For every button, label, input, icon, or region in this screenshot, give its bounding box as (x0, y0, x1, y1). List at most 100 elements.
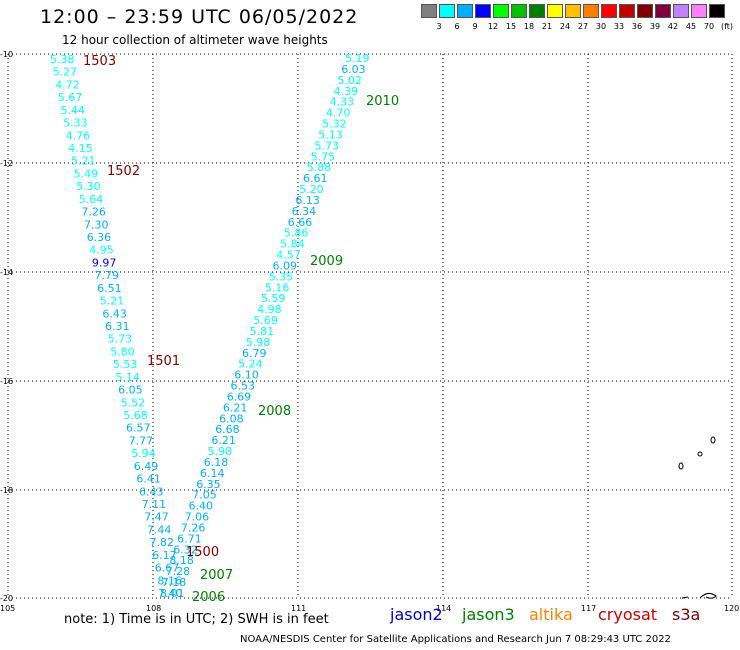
longitude-label: 117 (581, 604, 596, 613)
wave-height-value: 5.88 (307, 161, 332, 174)
wave-height-value: 5.75 (311, 150, 336, 163)
pass-number-label: 1503 (83, 54, 116, 69)
wave-height-value: 6.09 (273, 259, 298, 272)
wave-height-value: 5.14 (116, 371, 141, 384)
legend-swatch (655, 4, 671, 18)
wave-height-value: 7.82 (150, 536, 175, 549)
legend-label: 21 (541, 22, 553, 31)
wave-height-value: 5.32 (322, 118, 347, 131)
wave-height-value: 5.69 (253, 314, 278, 327)
wave-height-value: 4.33 (330, 96, 355, 109)
wave-height-value: 5.33 (63, 117, 88, 130)
legend-label: 70 (703, 22, 715, 31)
wave-height-value: 5.30 (76, 180, 101, 193)
longitude-label: 105 (0, 604, 15, 613)
island (697, 451, 703, 457)
wave-height-value: 7.30 (84, 218, 109, 231)
wave-height-value: 9.97 (92, 256, 117, 269)
wave-height-value: 5.98 (208, 445, 233, 458)
legend-label: 9 (472, 22, 478, 31)
wave-height-value: 6.35 (196, 478, 221, 491)
wave-height-value: 6.13 (295, 194, 320, 207)
wave-height-value: 7.28 (166, 565, 191, 578)
wave-height-value: 6.17 (152, 549, 177, 562)
wave-height-value: 5.59 (261, 292, 286, 305)
legend-label: 12 (487, 22, 499, 31)
wave-height-value: 6.79 (242, 347, 267, 360)
wave-height-value: 4.76 (66, 129, 91, 142)
wave-height-value: 6.51 (97, 282, 122, 295)
legend-swatch (583, 4, 599, 18)
legend-label: 15 (505, 22, 517, 31)
wave-height-value: 6.49 (134, 460, 159, 473)
wave-height-value: 7.26 (181, 522, 206, 535)
wave-height-value: 5.35 (269, 270, 294, 283)
wave-height-value: 7.44 (147, 523, 172, 536)
coastline (699, 592, 717, 599)
legend-swatch (547, 4, 563, 18)
latitude-labels: -10 -12 -14 -16 -18 -20 (0, 50, 13, 603)
wave-height-value: 6.21 (223, 401, 248, 414)
legend-label: 27 (577, 22, 589, 31)
longitude-label: 111 (291, 604, 306, 613)
pass-labels: 1503 1502 1501 1500 2010 2009 2008 2007 2006 (83, 54, 399, 605)
wave-height-value: 5.38 (50, 53, 75, 66)
wave-height-value: 4.95 (89, 244, 114, 257)
wave-height-value: 5.53 (113, 358, 137, 371)
wave-height-value: 5.52 (121, 396, 146, 409)
island (710, 436, 716, 444)
wave-height-value: 6.03 (341, 63, 366, 76)
longitude-label: 108 (146, 604, 161, 613)
legend-label: 36 (631, 22, 643, 31)
latitude-label: -10 (0, 50, 13, 59)
wave-height-value: 7.79 (95, 269, 120, 282)
wave-height-value: 5.13 (318, 128, 343, 141)
legend-swatch (565, 4, 581, 18)
wave-height-value: 5.21 (100, 295, 125, 308)
pass-number-label: 2006 (192, 590, 225, 605)
wave-height-value: 6.68 (215, 423, 240, 436)
legend-swatch (475, 4, 491, 18)
wave-height-value: 7.05 (192, 489, 217, 502)
wave-height-value: 5.44 (61, 104, 86, 117)
wave-height-value: 5.19 (345, 52, 370, 65)
legend-label: 18 (523, 22, 535, 31)
wave-height-value: 5.81 (250, 325, 275, 338)
wave-height-value: 6.32 (173, 543, 198, 556)
legend-label: (ft) (720, 22, 734, 31)
latitude-label: -12 (0, 159, 13, 168)
latitude-label: -14 (0, 268, 13, 277)
wave-height-value: 6.05 (118, 384, 143, 397)
wave-height-value: 6.66 (288, 216, 313, 229)
satellite-tracks: 5.385.274.725.675.445.334.764.155.215.49… (50, 52, 370, 600)
legend-label: 42 (667, 22, 679, 31)
pass-number-label: 1502 (107, 164, 140, 179)
satellite-name: s3a (672, 605, 701, 624)
wave-height-value: 7.26 (81, 206, 106, 219)
wave-height-value: 4.70 (326, 107, 351, 120)
wave-height-value: 6.41 (136, 473, 161, 486)
legend-swatch (529, 4, 545, 18)
wave-height-value: 5.16 (265, 281, 290, 294)
wave-height-value: 5.86 (284, 227, 309, 240)
wave-height-value: 6.34 (292, 205, 317, 218)
credit-footer: NOAA/NESDIS Center for Satellite Applica… (240, 634, 671, 645)
wave-height-value: 6.36 (87, 231, 112, 244)
wave-height-value: 6.53 (231, 380, 256, 393)
wave-height-value: 8.16 (157, 574, 182, 587)
wave-height-value: 5.98 (246, 336, 270, 349)
legend-swatch (673, 4, 689, 18)
legend-label: 30 (595, 22, 607, 31)
map-grid (7, 53, 733, 599)
wave-height-value: 6.40 (189, 500, 214, 513)
pass-number-label: 2010 (366, 94, 399, 109)
wave-height-value: 5.84 (280, 238, 305, 251)
latitude-label: -16 (0, 377, 13, 386)
wave-height-value: 6.10 (234, 369, 258, 382)
legend-swatch (511, 4, 527, 18)
legend-swatch (691, 4, 707, 18)
wave-height-value: 5.67 (58, 91, 83, 104)
legend-swatch (601, 4, 617, 18)
wave-height-value: 7.06 (185, 511, 210, 524)
wave-height-value: 5.94 (131, 447, 156, 460)
